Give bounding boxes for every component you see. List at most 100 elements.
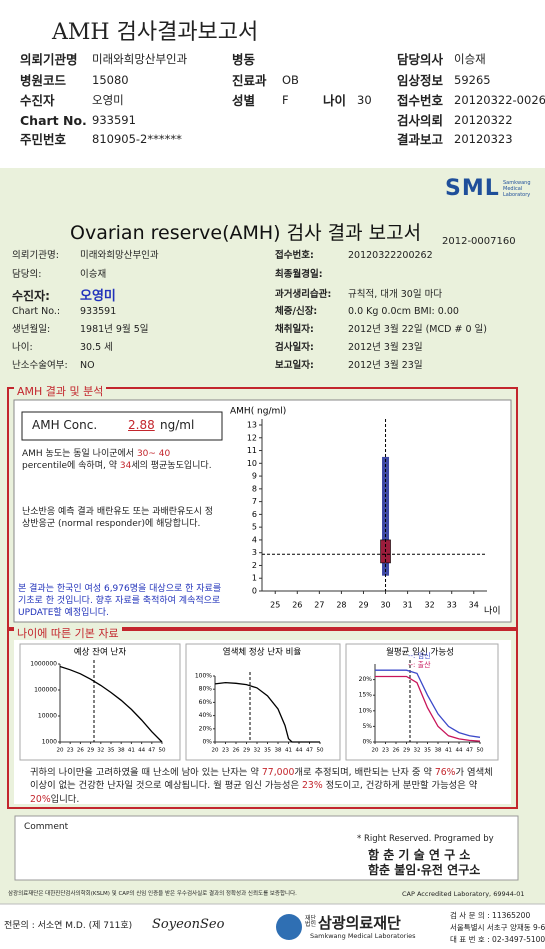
notice: 삼광의료재단은 대한진단검사의학회(KSLM) 및 CAP의 신임 인증을 받은… [8,891,297,897]
x-tick-label: 41 [445,748,452,754]
y-tick-label: 10 [247,459,257,468]
field-value: 오영미 [92,93,124,107]
x-tick-label: 32 [414,748,421,754]
contact: 서울특별시 서초구 양재동 9-60 [450,923,545,932]
mini-frame [185,643,341,761]
field-value: 이승재 [454,52,486,66]
x-tick-label: 44 [138,748,145,754]
signature: SoyeonSeo [152,917,225,932]
text: 정도이고, 건강하게 분만할 가능성은 약 [322,780,478,792]
field-label: 접수번호 [397,93,444,108]
text: percentile에 속하며, 약 [22,461,120,472]
field-label: 과거생리습관: [275,289,332,300]
org: 삼광의료재단 [318,914,401,932]
y-tick-label: 11 [247,446,257,455]
x-tick-label: 29 [358,601,368,610]
y-tick-label: 8 [252,484,257,493]
field-label: 나이 [323,93,347,108]
x-tick-label: 50 [159,748,166,754]
logo-sub: Samkwang Medical Laboratory [503,180,531,198]
y-tick-label: 5% [362,723,372,730]
x-tick-label: 35 [264,748,271,754]
y-tick-label: 5 [252,523,257,532]
title: AMH 검사결과보고서 [52,20,259,45]
field-label: 임상정보 [397,73,444,88]
x-tick-label: 29 [87,748,94,754]
field-value: 59265 [454,73,491,87]
x-tick-label: 38 [118,748,125,754]
summary: 귀하의 나이만을 고려하였을 때 난소에 남아 있는 난자는 약 77,000개… [30,766,500,806]
x-tick-label: 33 [447,601,457,610]
x-tick-label: 44 [296,748,303,754]
field-label: 접수번호: [275,250,314,261]
conc-unit: ng/ml [160,418,195,432]
highlight: 20% [30,793,51,805]
y-tick-label: 15% [359,692,373,699]
field-label: 결과보고 [397,132,444,147]
legend-entry: --: 출산 [408,660,431,669]
x-tick-label: 23 [382,748,389,754]
field-label: 체중/신장: [275,306,318,317]
conc-box [21,411,223,441]
x-tick-label: 47 [306,748,313,754]
x-tick-label: 41 [285,748,292,754]
y-tick-label: 2 [252,561,257,570]
y-tick-label: 100000 [34,687,57,694]
report-title: Ovarian reserve(AMH) 검사 결과 보고서 [70,222,422,244]
field-value: 오영미 [80,289,116,304]
y-tick-label: 7 [252,497,257,506]
text: 귀하의 나이만을 고려하였을 때 난소에 남아 있는 난자는 약 [30,767,262,778]
text: 입니다. [50,793,80,805]
x-tick-label: 47 [148,748,155,754]
field-value: 이승재 [80,269,107,280]
x-tick-label: 32 [254,748,261,754]
y-tick-label: 10000 [38,713,57,720]
basics-panel [14,640,511,804]
footer-band [0,904,545,949]
comment-label: Comment [24,822,69,832]
x-tick-label: 29 [243,748,250,754]
field-label: 주민번호 [20,132,67,147]
legend-entry: --: 임신 [408,651,431,660]
comment-box [14,815,519,881]
doctor: 전문의 : 서소연 M.D. (제 711호) [4,921,133,931]
field-value: 미래와희망산부인과 [80,250,159,261]
y-tick-label: 6 [252,510,257,519]
field-label: 수진자 [20,93,55,108]
x-tick-label: 29 [403,748,410,754]
field-label: 성별 [232,93,256,108]
field-label: 보고일자: [275,360,314,371]
field-value: 30.5 세 [80,342,113,353]
series-line [214,681,320,743]
series-line [375,669,481,738]
y-tick-label: 80% [199,686,213,693]
org-logo [276,914,302,940]
x-tick-label: 20 [372,748,379,754]
highlight: 30~ 40 [136,449,171,459]
field-label: 의뢰기관명: [12,250,59,261]
y-tick-label: 10% [359,707,373,714]
field-label: 최종월경일: [275,269,323,280]
mini-frame [345,643,499,761]
field-label: Chart No.: [12,306,61,317]
report-number: 2012-0007160 [442,236,516,247]
field-label: Chart No. [20,113,87,128]
y-tick-label: 60% [199,699,213,706]
y-tick-label: 0% [362,739,372,746]
chart-title: 월평균 임신 가능성 [386,647,454,658]
text: 개로 추정되며, 배란되는 난자 중 약 [294,767,435,778]
conc-value: 2.88 [128,418,155,432]
axis-title: AMH( ng/ml) [230,407,286,417]
highlight: 23% [302,780,323,792]
conc-label: AMH Conc. [32,418,98,432]
credit: 함춘 불임·유전 연구소 [368,863,481,877]
x-tick-label: 38 [435,748,442,754]
y-tick-label: 12 [247,433,257,442]
section-title: AMH 결과 및 분석 [14,385,107,399]
field-label: 검사일자: [275,342,314,353]
x-tick-label: 47 [466,748,473,754]
series-line [375,675,481,742]
x-tick-label: 26 [233,748,240,754]
x-tick-label: 28 [336,601,346,610]
field-value: F [282,93,289,107]
